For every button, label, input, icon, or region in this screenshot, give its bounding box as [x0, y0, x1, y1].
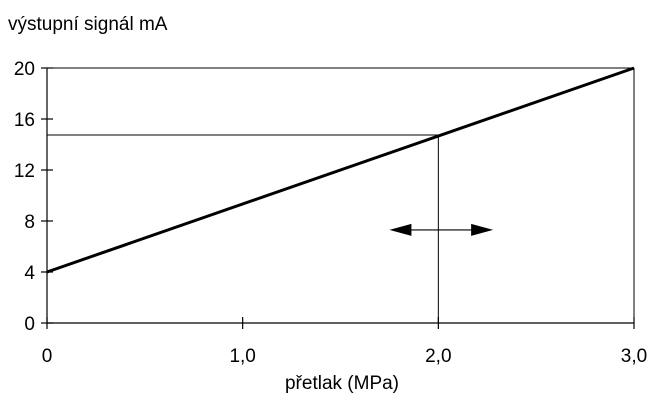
y-tick-label-4: 4	[24, 263, 35, 284]
y-axis-title: výstupní signál mA	[8, 14, 168, 35]
series-line-0	[46, 66, 635, 274]
x-tick-label-1: 1,0	[229, 346, 255, 367]
y-tick-label-0: 0	[24, 314, 35, 335]
arrowhead-left	[389, 223, 412, 236]
x-tick-label-3: 3,0	[621, 346, 647, 367]
annotations	[389, 223, 494, 236]
y-tick-label-8: 8	[24, 212, 35, 233]
ticks: 0 4 8 12 16 20 0 1,0 2,0 3,0	[14, 59, 647, 367]
reference-lines	[47, 67, 635, 323]
y-tick-label-16: 16	[14, 110, 35, 131]
x-axis-title: přetlak (MPa)	[285, 373, 399, 394]
series	[46, 66, 635, 274]
arrowhead-right	[471, 223, 494, 236]
x-tick-label-2: 2,0	[425, 346, 451, 367]
x-tick-label-0: 0	[42, 346, 53, 367]
y-tick-label-12: 12	[14, 161, 35, 182]
axes	[46, 68, 634, 324]
double-arrow-0	[389, 223, 494, 236]
y-tick-label-20: 20	[14, 59, 35, 80]
